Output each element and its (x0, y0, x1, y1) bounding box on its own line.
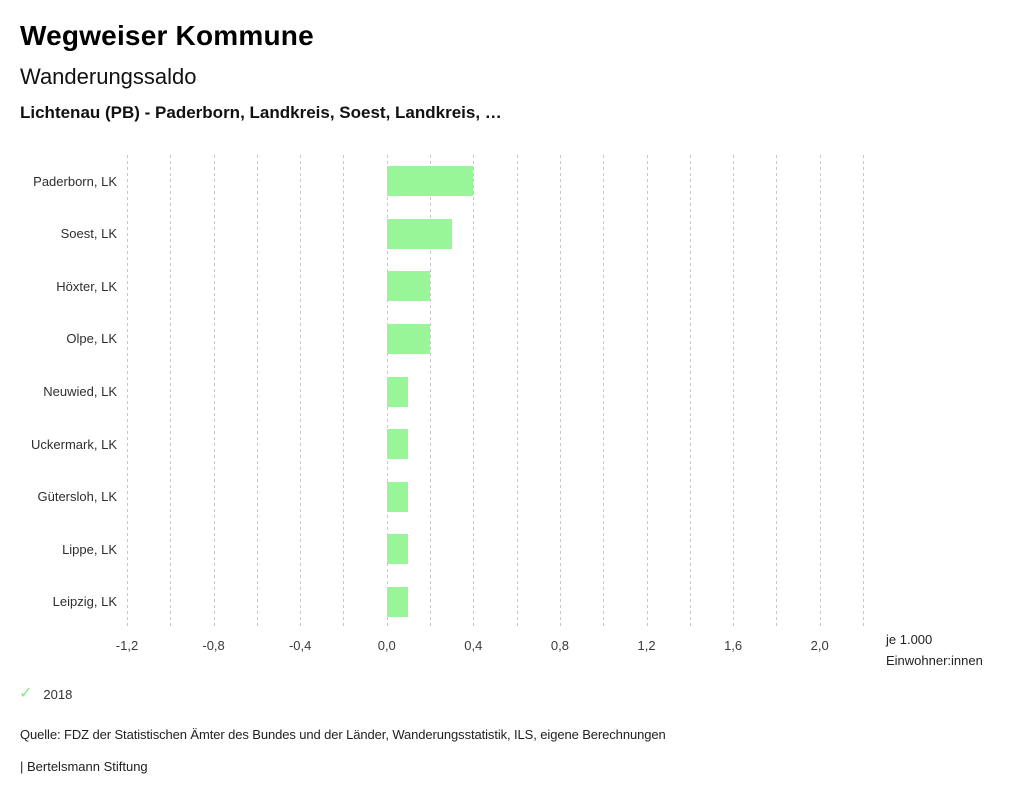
page-title: Wegweiser Kommune (20, 20, 314, 51)
chart-title: Wanderungssaldo (20, 64, 197, 89)
x-axis-unit-line1: je 1.000 (886, 632, 933, 647)
gridline (256, 155, 258, 628)
gridline (516, 155, 518, 628)
gridline (343, 155, 345, 628)
gridline (127, 155, 128, 628)
source-line: Quelle: FDZ der Statistischen Ämter des … (20, 727, 666, 742)
gridline (863, 155, 864, 628)
x-tick-label: 2,0 (810, 638, 829, 653)
legend-label: 2018 (43, 686, 73, 702)
category-label-uckermark-lk: Uckermark, LK (31, 436, 117, 452)
gridline (300, 155, 302, 628)
x-tick-label: 1,2 (637, 638, 656, 653)
category-label-höxter-lk: Höxter, LK (56, 278, 117, 294)
bar-soest-lk[interactable] (386, 218, 452, 249)
category-label-leipzig-lk: Leipzig, LK (52, 594, 117, 610)
x-tick-label: 0,0 (377, 638, 396, 653)
bar-paderborn-lk[interactable] (386, 166, 474, 197)
x-tick-label: -0,4 (288, 638, 312, 653)
gridline (213, 155, 215, 628)
category-label-neuwied-lk: Neuwied, LK (43, 384, 117, 400)
attribution-line: | Bertelsmann Stiftung (20, 759, 148, 774)
gridline (689, 155, 691, 628)
x-tick-label: -0,8 (202, 638, 225, 653)
gridline (776, 155, 778, 628)
category-label-lippe-lk: Lippe, LK (62, 541, 117, 557)
gridline (819, 155, 821, 628)
plot-area (127, 155, 864, 628)
category-label-paderborn-lk: Paderborn, LK (33, 173, 117, 189)
x-tick-label: -1,2 (115, 638, 139, 653)
category-label-olpe-lk: Olpe, LK (66, 331, 117, 347)
gridline (603, 155, 605, 628)
legend-item-2018[interactable]: ✓ 2018 (19, 686, 72, 702)
bar-gütersloh-lk[interactable] (386, 481, 409, 512)
gridline (559, 155, 561, 628)
category-label-gütersloh-lk: Gütersloh, LK (37, 489, 118, 505)
bar-leipzig-lk[interactable] (386, 586, 409, 617)
chart-context-entities: Lichtenau (PB) - Paderborn, Landkreis, S… (20, 103, 502, 122)
x-axis-unit-line2: Einwohner:innen (886, 653, 983, 668)
checkmark-icon: ✓ (19, 685, 33, 702)
bar-olpe-lk[interactable] (386, 323, 431, 354)
gridline (170, 155, 172, 628)
bar-höxter-lk[interactable] (386, 271, 431, 302)
bar-uckermark-lk[interactable] (386, 429, 409, 460)
x-tick-label: 1,6 (724, 638, 743, 653)
x-axis-unit-label: je 1.000 Einwohner:innen (886, 629, 983, 671)
gridline (473, 155, 475, 628)
x-tick-label: 0,8 (550, 638, 569, 653)
bar-lippe-lk[interactable] (386, 534, 409, 565)
category-label-soest-lk: Soest, LK (60, 226, 117, 242)
x-tick-label: 0,4 (464, 638, 483, 653)
bar-neuwied-lk[interactable] (386, 376, 409, 407)
gridline (430, 155, 432, 628)
gridline (733, 155, 735, 628)
y-axis-labels: Paderborn, LK Soest, LK Höxter, LK Olpe, LK… (0, 155, 117, 628)
x-axis-labels: -1,2 -0,8 -0,4 0,0 0,4 0,8 1,2 1,6 2,0 (116, 638, 863, 656)
gridline (646, 155, 648, 628)
